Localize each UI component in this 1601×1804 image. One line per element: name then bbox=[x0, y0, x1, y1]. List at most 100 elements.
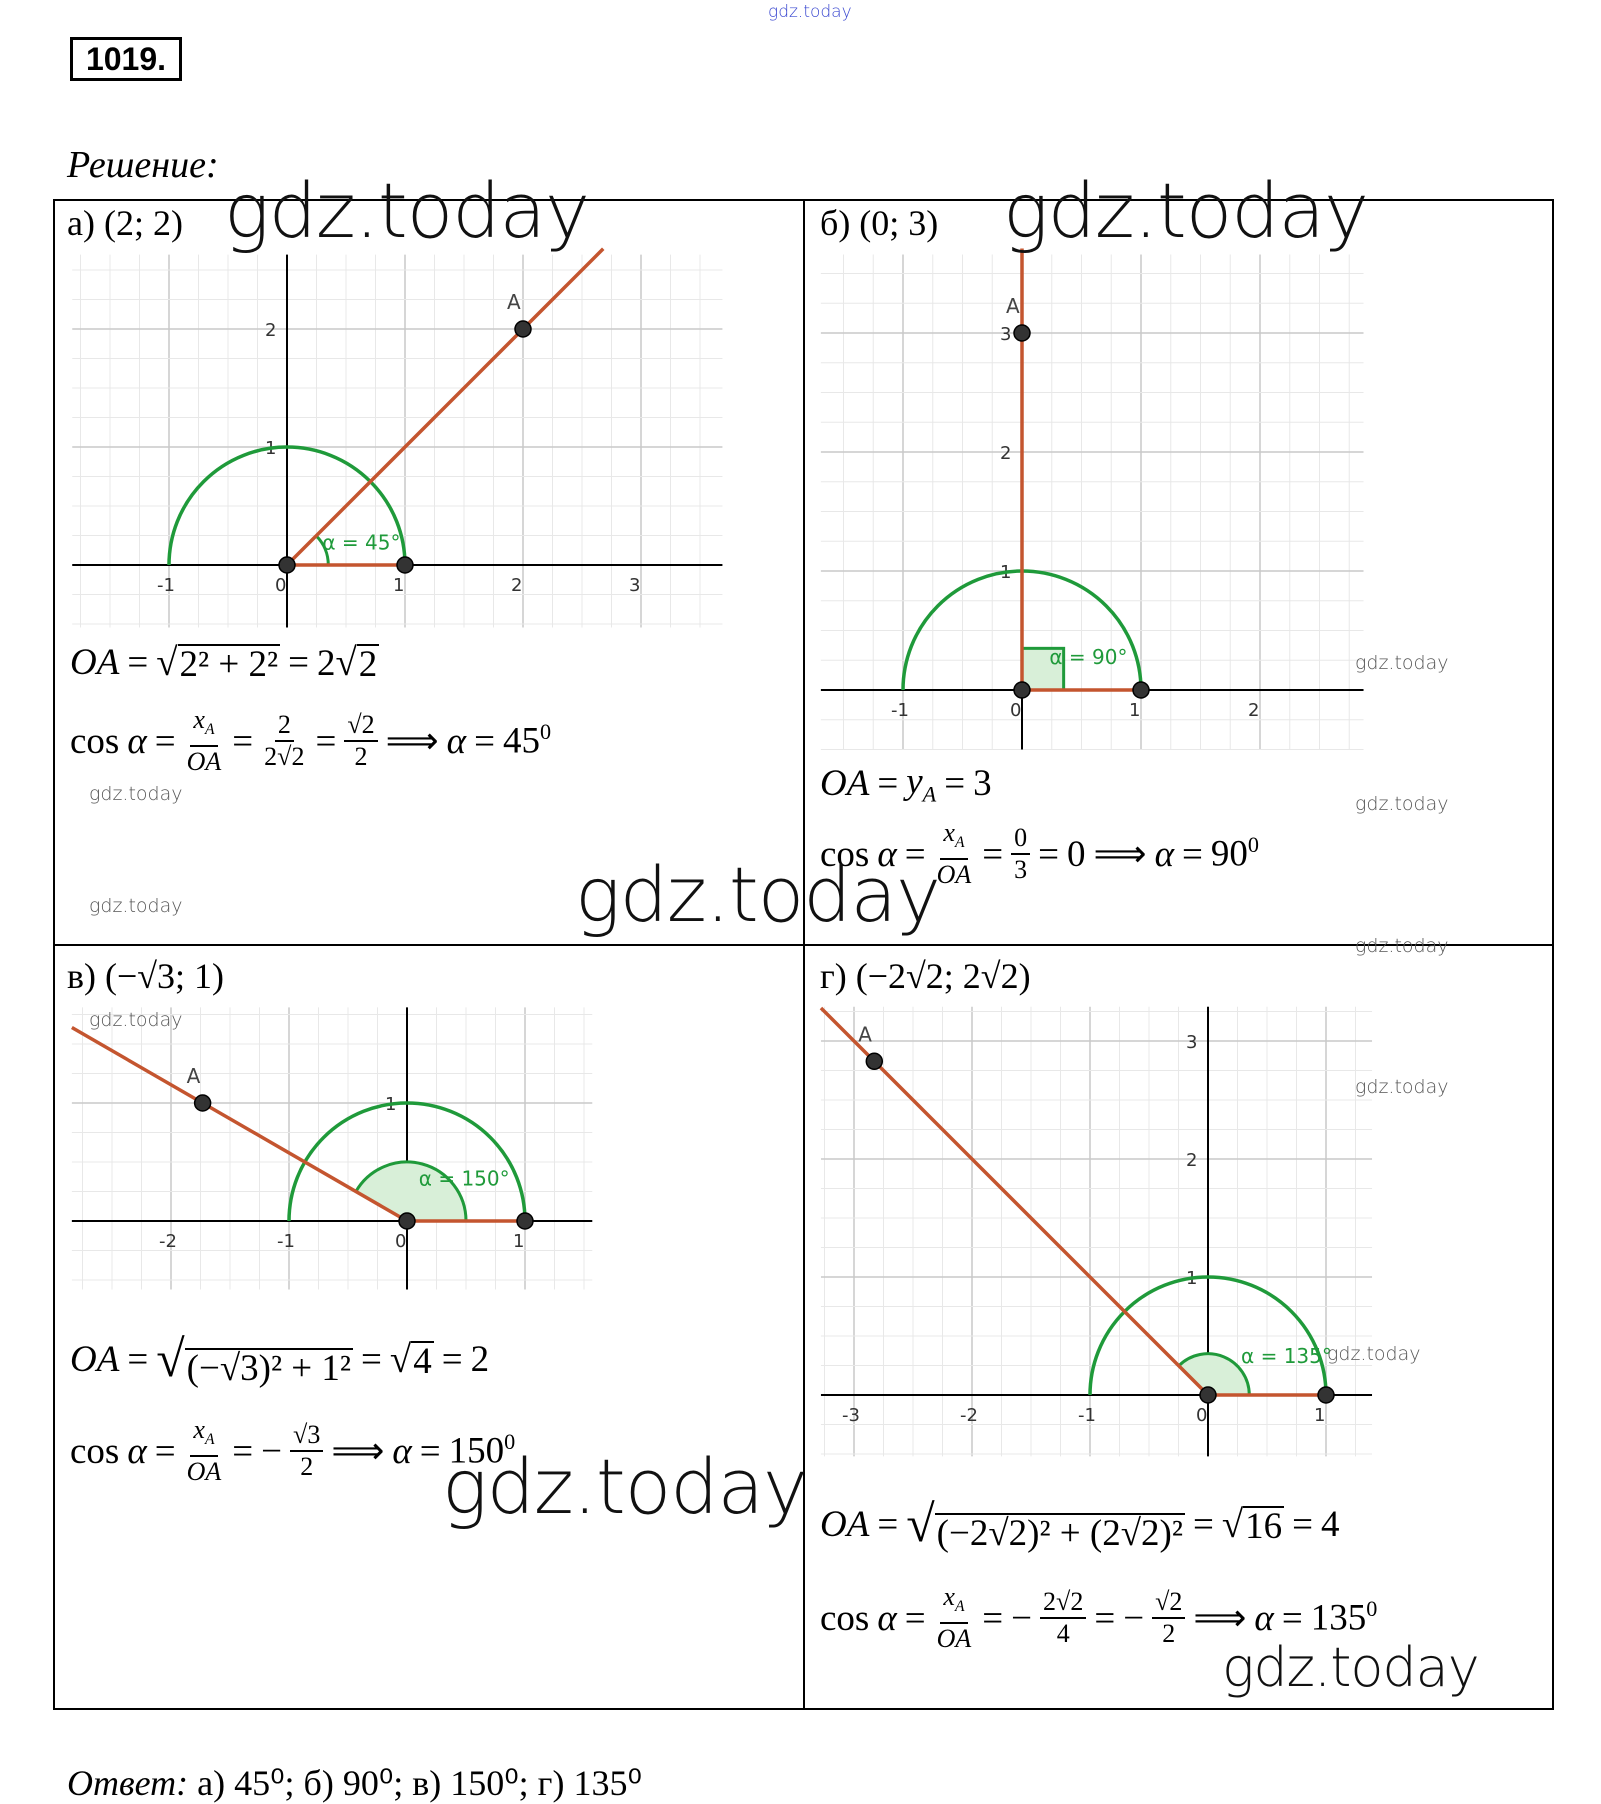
value: 2 bbox=[470, 1339, 490, 1380]
unit-semicircle bbox=[287, 1101, 527, 1222]
radical: √ (−√3)² + 1² bbox=[156, 1331, 354, 1390]
radical: √ 4 bbox=[389, 1338, 434, 1383]
equals: = bbox=[232, 1430, 254, 1472]
alpha: α bbox=[877, 833, 897, 875]
y-tick-label: 3 bbox=[1000, 324, 1011, 345]
equals: = bbox=[232, 720, 254, 762]
radicand: (−2√2)² + (2√2)² bbox=[934, 1513, 1185, 1555]
panel-d-oa-formula: OA = √ (−2√2)² + (2√2)² = √ 16 = 4 bbox=[820, 1495, 1348, 1554]
panel-a-label: а) (2; 2) bbox=[67, 203, 183, 243]
alpha: α bbox=[1254, 1597, 1274, 1639]
y-tick-label: 3 bbox=[1186, 1032, 1197, 1053]
angle-label: α = 45° bbox=[322, 531, 400, 555]
equals: = bbox=[1192, 1504, 1214, 1545]
cos: cos bbox=[70, 1430, 120, 1472]
angle-arc bbox=[354, 1160, 468, 1222]
x-tick-label: 0 bbox=[1010, 700, 1021, 721]
numerator: x bbox=[943, 818, 955, 847]
x-tick-label: 1 bbox=[1314, 1405, 1325, 1426]
radicand: 4 bbox=[411, 1341, 434, 1383]
y-tick-label: 2 bbox=[1000, 443, 1011, 464]
implies: ⟹ bbox=[1093, 834, 1147, 876]
radical: √ 16 bbox=[1221, 1503, 1285, 1548]
angle-arc bbox=[315, 534, 330, 566]
fraction: √2 2 bbox=[1152, 1587, 1186, 1649]
x-tick-label: 2 bbox=[511, 575, 522, 596]
watermark-top: gdz.today bbox=[768, 2, 852, 22]
alpha: α bbox=[392, 1430, 412, 1472]
watermark: gdz.today bbox=[1355, 1076, 1449, 1098]
fraction: xA OA bbox=[934, 1582, 975, 1654]
watermark: gdz.today bbox=[1327, 1343, 1421, 1365]
ray-oa bbox=[285, 247, 605, 567]
implies: ⟹ bbox=[331, 1431, 385, 1473]
answer-line: Ответ: а) 45⁰; б) 90⁰; в) 150⁰; г) 135⁰ bbox=[67, 1762, 642, 1804]
point-a bbox=[514, 320, 532, 338]
point-a bbox=[1013, 324, 1031, 342]
problem-number: 1019. bbox=[70, 37, 182, 81]
ray-oa bbox=[819, 1006, 1210, 1397]
x-tick-label: -2 bbox=[960, 1405, 978, 1426]
solution-heading: Решение: bbox=[67, 144, 219, 186]
implies: ⟹ bbox=[385, 721, 439, 763]
oa-lhs: OA bbox=[820, 1504, 870, 1545]
fraction: xA OA bbox=[934, 818, 975, 890]
denominator: 2√2 bbox=[264, 742, 305, 772]
result: 1500 bbox=[448, 1429, 516, 1472]
angle-arc bbox=[1177, 1352, 1251, 1396]
panel-c-oa-formula: OA = √ (−√3)² + 1² = √ 4 = 2 bbox=[70, 1330, 497, 1389]
minus: − bbox=[261, 1430, 283, 1472]
denominator: OA bbox=[186, 1457, 222, 1487]
alpha: α bbox=[127, 720, 147, 762]
fraction: √2 2 bbox=[344, 710, 378, 772]
value: 4 bbox=[1321, 1504, 1340, 1545]
point-o bbox=[1013, 681, 1031, 699]
result: 1350 bbox=[1310, 1596, 1378, 1639]
radical: √ (−2√2)² + (2√2)² bbox=[906, 1496, 1185, 1555]
denominator: OA bbox=[186, 747, 222, 777]
x-tick-label: 2 bbox=[1248, 700, 1259, 721]
angle-label: α = 90° bbox=[1049, 645, 1127, 669]
watermark: gdz.today bbox=[1003, 166, 1369, 255]
point-unit bbox=[516, 1212, 534, 1230]
watermark: gdz.today bbox=[89, 1009, 183, 1031]
equals: = bbox=[877, 1504, 899, 1545]
equals: = bbox=[419, 1430, 441, 1472]
alpha: α bbox=[1154, 833, 1175, 875]
watermark: gdz.today bbox=[442, 1442, 808, 1531]
equals: = bbox=[1094, 1597, 1116, 1639]
watermark: gdz.today bbox=[224, 166, 590, 255]
unit-semicircle bbox=[1088, 1275, 1328, 1396]
panel-c-label: в) (−√3; 1) bbox=[67, 956, 225, 996]
equals: = bbox=[127, 642, 149, 683]
equals: = bbox=[877, 763, 899, 805]
answer-label: Ответ: bbox=[67, 1763, 189, 1803]
ray-oa bbox=[71, 1025, 408, 1223]
equals: = bbox=[944, 763, 966, 805]
angle-label: α = 135° bbox=[1241, 1344, 1332, 1368]
radicand: 16 bbox=[1243, 1506, 1285, 1548]
equals: = bbox=[904, 1597, 926, 1639]
divider-horizontal bbox=[53, 944, 1552, 946]
result: 900 bbox=[1210, 832, 1259, 875]
radical: √ 2² + 2² bbox=[156, 641, 281, 686]
denominator: OA bbox=[936, 1624, 972, 1654]
watermark: gdz.today bbox=[89, 895, 183, 917]
watermark: gdz.today bbox=[1355, 793, 1449, 815]
watermark: gdz.today bbox=[1355, 652, 1449, 674]
point-unit bbox=[1132, 681, 1150, 699]
point-a-label: A bbox=[1006, 294, 1020, 318]
coefficient: 2 bbox=[316, 643, 336, 684]
equals: = bbox=[1182, 833, 1203, 875]
point-unit bbox=[396, 556, 414, 574]
equals: = bbox=[361, 1339, 382, 1380]
fraction: √3 2 bbox=[290, 1420, 324, 1482]
x-tick-label: 1 bbox=[513, 1231, 524, 1252]
minus: − bbox=[1123, 1597, 1145, 1639]
panel-a-cos-formula: cos α = xA OA = 2 2√2 = √2 2 ⟹ α = 450 bbox=[70, 705, 559, 777]
fraction: 2√2 4 bbox=[1040, 1587, 1087, 1649]
equals: = bbox=[474, 720, 495, 762]
equals: = bbox=[154, 1430, 176, 1472]
x-tick-label: 0 bbox=[1196, 1405, 1207, 1426]
alpha: α bbox=[446, 720, 467, 762]
